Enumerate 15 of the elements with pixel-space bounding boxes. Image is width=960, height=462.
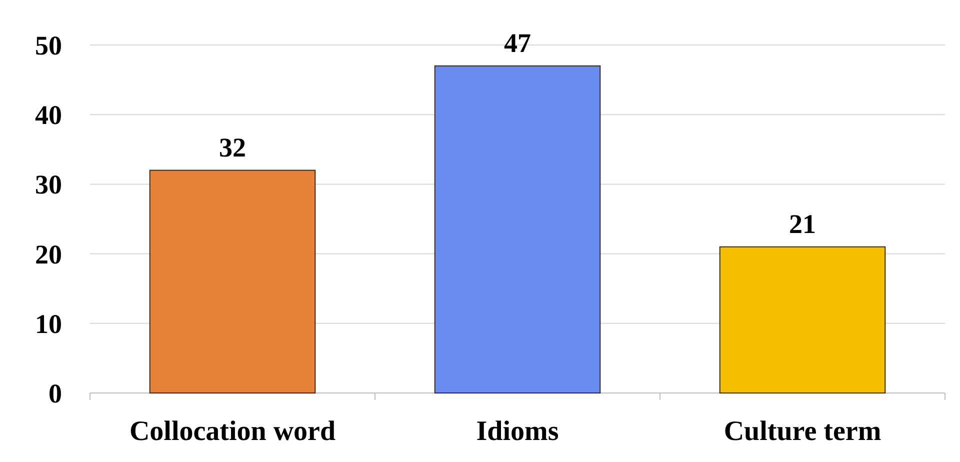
x-tick-label: Idioms xyxy=(476,416,559,447)
bar xyxy=(719,246,886,394)
data-label: 47 xyxy=(504,28,531,58)
data-label: 32 xyxy=(219,132,246,162)
y-tick-label: 10 xyxy=(35,308,62,339)
data-label: 21 xyxy=(789,208,816,239)
y-tick-label: 20 xyxy=(35,239,62,270)
bar xyxy=(149,170,316,394)
y-tick-label: 50 xyxy=(35,30,62,60)
y-tick-label: 40 xyxy=(35,100,62,130)
y-tick-label: 30 xyxy=(35,170,62,200)
x-tick-label: Collocation word xyxy=(129,416,336,447)
bar xyxy=(434,65,601,394)
y-tick-label: 0 xyxy=(48,378,62,408)
x-tick-label: Culture term xyxy=(724,416,882,447)
